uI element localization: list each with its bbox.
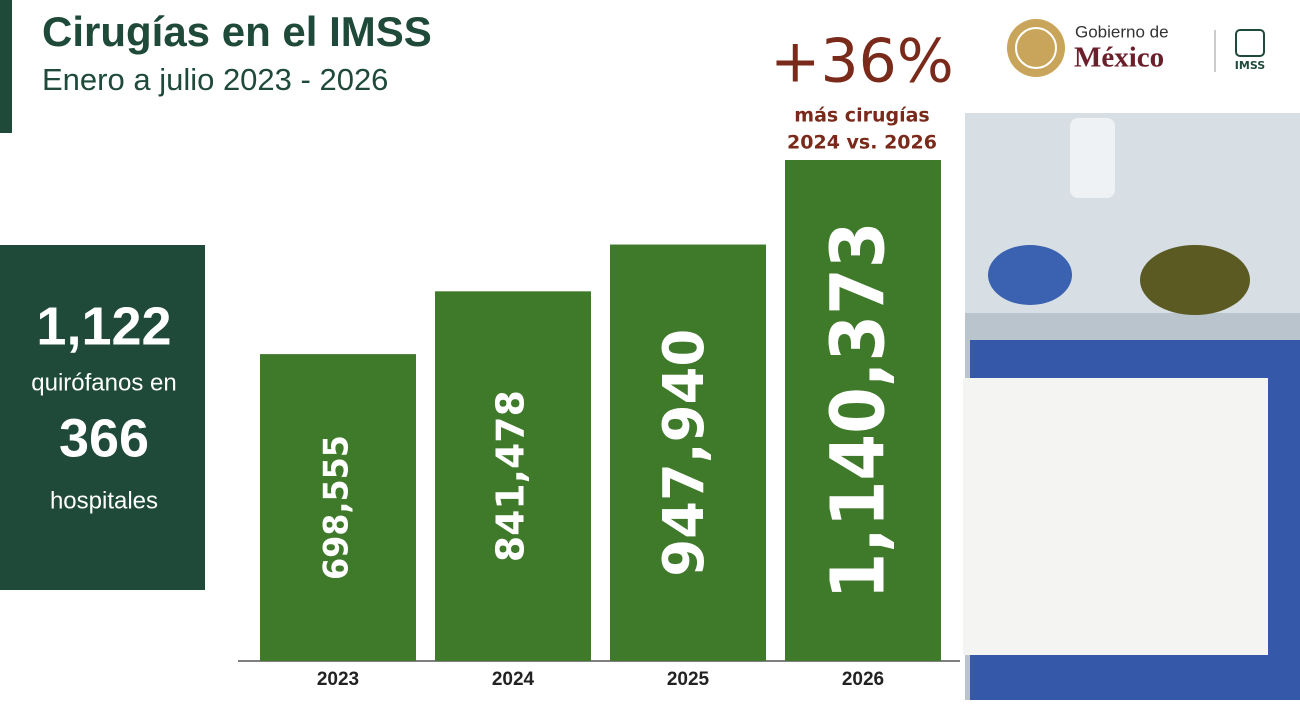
value-label: 1,140,373 (816, 222, 902, 600)
annotation-text: más cirugías (794, 105, 929, 127)
logo-line1: Gobierno de (1075, 22, 1169, 41)
annotation-headline: +36% (770, 27, 954, 97)
logo: Gobierno de México IMSS (1007, 19, 1265, 77)
logo-line2: México (1074, 42, 1164, 74)
photo (963, 113, 1300, 700)
title: Cirugías en el IMSS (42, 8, 432, 55)
bar (260, 354, 416, 661)
x-tick-label: 2026 (842, 669, 884, 690)
side-box (0, 245, 205, 590)
operating-rooms: 1,122 (36, 296, 171, 356)
value-label: 947,940 (652, 329, 717, 577)
bar (610, 244, 766, 662)
x-tick-label: 2024 (492, 669, 535, 690)
imss-icon (1235, 29, 1265, 57)
side-text: hospitales (50, 487, 158, 514)
iv-bag (1070, 118, 1115, 198)
hospitals: 366 (59, 408, 149, 468)
side-panel: 1,122 quirófanos en 366 hospitales (0, 245, 205, 590)
bar (785, 160, 941, 661)
x-tick-label: 2025 (667, 669, 710, 690)
value-label: 841,478 (489, 390, 533, 562)
imss-text: IMSS (1235, 59, 1265, 72)
surgeon-cap (1140, 245, 1250, 315)
bar (435, 291, 591, 661)
seal-ring (1015, 27, 1057, 69)
side-text: quirófanos en (31, 369, 176, 396)
subtitle: Enero a julio 2023 - 2026 (42, 62, 388, 97)
overlay (963, 378, 1268, 655)
annotation-text: 2024 vs. 2026 (787, 132, 937, 154)
value-label: 698,555 (317, 435, 357, 580)
surgeon-cap (988, 245, 1072, 305)
accent-bar (0, 0, 12, 133)
x-tick-label: 2023 (317, 669, 359, 690)
